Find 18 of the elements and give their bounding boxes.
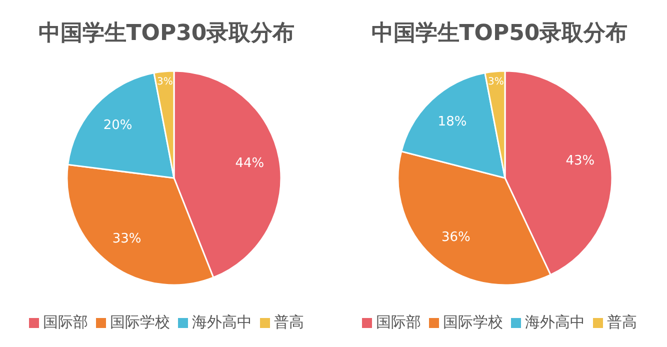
- legend-label: 国际部: [43, 313, 88, 332]
- data-label: 3%: [488, 76, 504, 88]
- data-label: 43%: [566, 154, 595, 169]
- legend-label: 海外高中: [192, 313, 252, 332]
- data-label: 18%: [438, 114, 467, 130]
- legend-label: 海外高中: [525, 313, 585, 332]
- data-label: 3%: [157, 76, 173, 88]
- data-label: 33%: [112, 231, 142, 246]
- legend-label: 国际部: [376, 313, 421, 332]
- data-label: 44%: [235, 156, 264, 172]
- chart-title: 中国学生TOP50录取分布: [370, 20, 629, 48]
- legend-label: 国际学校: [443, 313, 503, 332]
- legend-label: 普高: [274, 313, 304, 332]
- legend-label: 国际学校: [110, 313, 170, 332]
- data-label: 36%: [441, 230, 470, 245]
- data-label: 20%: [103, 118, 132, 133]
- chart-title: 中国学生TOP30录取分布: [37, 20, 296, 48]
- legend-label: 普高: [607, 313, 637, 332]
